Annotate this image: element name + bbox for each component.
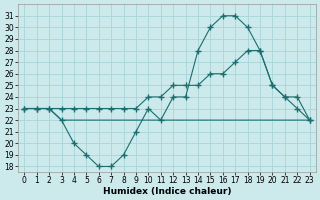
X-axis label: Humidex (Indice chaleur): Humidex (Indice chaleur) — [103, 187, 231, 196]
